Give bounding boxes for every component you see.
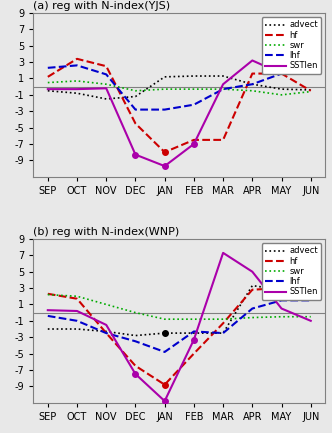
Legend: advect, hf, swr, lhf, SSTlen: advect, hf, swr, lhf, SSTlen xyxy=(262,243,321,300)
Text: (a) reg with N-index(YJS): (a) reg with N-index(YJS) xyxy=(33,1,170,11)
Legend: advect, hf, swr, lhf, SSTlen: advect, hf, swr, lhf, SSTlen xyxy=(262,17,321,74)
Text: (b) reg with N-index(WNP): (b) reg with N-index(WNP) xyxy=(33,227,180,237)
